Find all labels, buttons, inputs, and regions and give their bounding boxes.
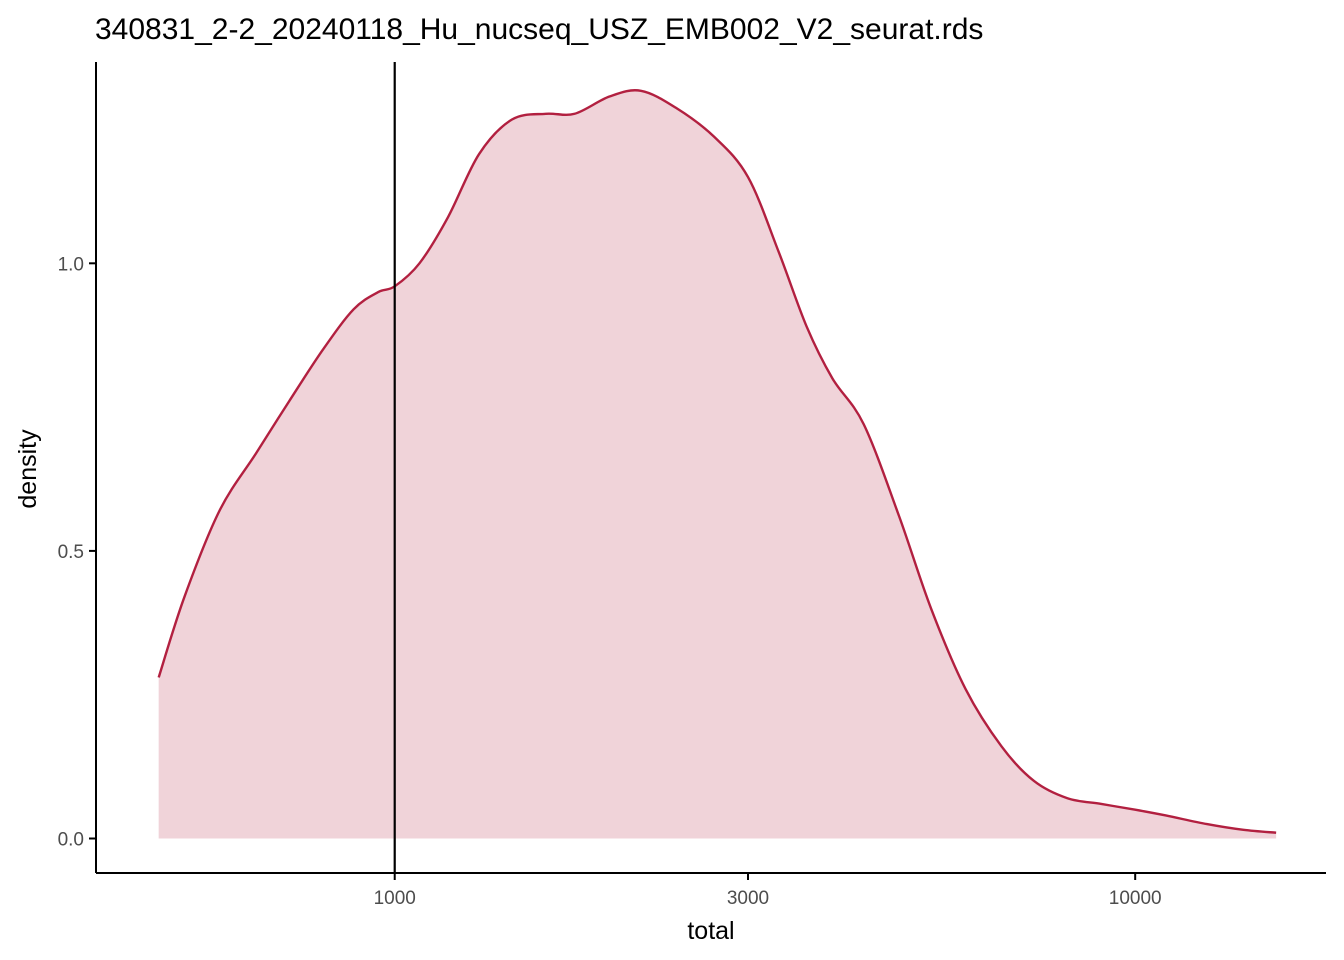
density-curve: [157, 89, 1277, 834]
x-tick-label: 1000: [374, 888, 416, 909]
y-axis-title: density: [14, 429, 42, 509]
x-axis-ticks: 1000 3000 10000: [374, 873, 1162, 909]
y-tick-label: 0.0: [58, 829, 84, 850]
y-axis-ticks: 0.0 0.5 1.0: [58, 254, 96, 850]
y-tick-label: 0.5: [58, 542, 84, 563]
x-axis-title: total: [687, 917, 734, 945]
plot-area: [157, 62, 1277, 873]
y-tick-label: 1.0: [58, 254, 84, 275]
x-tick-label: 10000: [1109, 888, 1162, 909]
density-fill-area: [158, 90, 1277, 839]
x-tick-label: 3000: [727, 888, 769, 909]
chart-title: 340831_2-2_20240118_Hu_nucseq_USZ_EMB002…: [95, 13, 983, 46]
